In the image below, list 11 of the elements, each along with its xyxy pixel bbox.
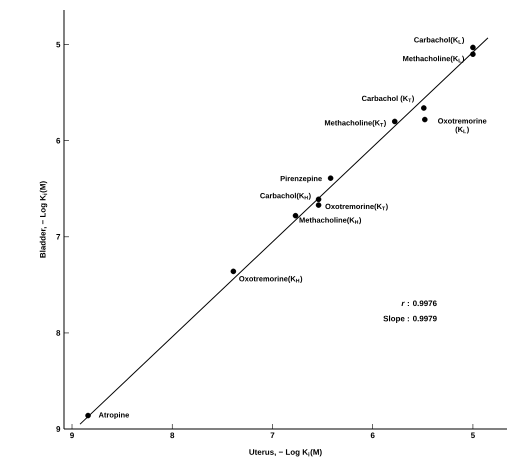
point (422, 116, 428, 122)
point (421, 105, 427, 111)
point (328, 175, 334, 181)
point (316, 196, 322, 202)
point (316, 202, 322, 208)
point (230, 268, 236, 274)
point (85, 412, 91, 418)
point (392, 118, 398, 124)
point (470, 51, 476, 57)
point (292, 212, 298, 218)
point (470, 44, 476, 50)
